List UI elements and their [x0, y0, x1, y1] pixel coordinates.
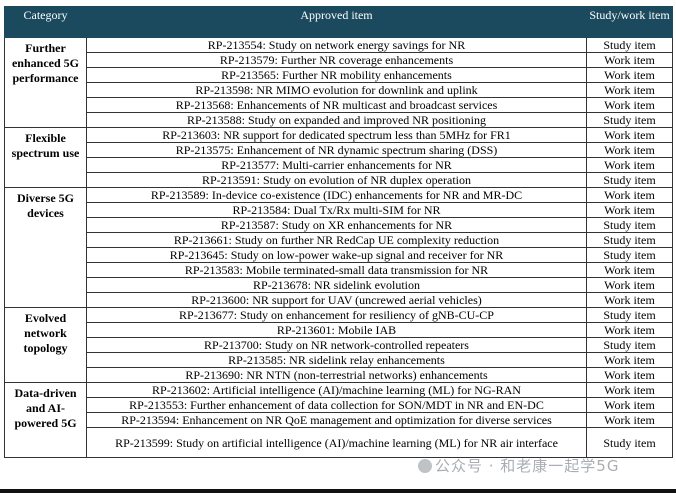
- table-row: RP-213700: Study on NR network-controlle…: [5, 337, 673, 353]
- item-type-cell: Work item: [586, 412, 673, 428]
- table-row: RP-213600: NR support for UAV (uncrewed …: [5, 292, 673, 308]
- table-row: RP-213645: Study on low-power wake-up si…: [5, 247, 673, 263]
- table-row: Data-driven and AI-powered 5G RP-213602: …: [4, 382, 673, 458]
- item-type-cell: Work item: [586, 97, 673, 113]
- category-cell: Flexible spectrum use: [4, 127, 87, 188]
- item-type-cell: Work item: [586, 292, 673, 308]
- approved-item-cell: RP-213579: Further NR coverage enhanceme…: [86, 52, 587, 68]
- item-type-cell: Study item: [586, 232, 673, 248]
- header-category: Category: [4, 6, 87, 38]
- table-row: RP-213599: Study on artificial intellige…: [5, 427, 673, 458]
- item-type-cell: Work item: [586, 52, 673, 68]
- item-type-cell: Study item: [586, 247, 673, 263]
- header-approved-item: Approved item: [86, 6, 587, 38]
- approved-item-cell: RP-213700: Study on NR network-controlle…: [86, 337, 587, 353]
- approved-item-cell: RP-213600: NR support for UAV (uncrewed …: [86, 292, 587, 308]
- table-row: Evolved network topology RP-213677: Study…: [4, 307, 673, 383]
- item-type-cell: Work item: [586, 322, 673, 338]
- item-type-cell: Study item: [586, 307, 673, 323]
- wechat-icon: [418, 459, 432, 473]
- bottom-border: [0, 489, 676, 493]
- approved-item-cell: RP-213553: Further enhancement of data c…: [86, 397, 587, 413]
- item-type-cell: Work item: [586, 397, 673, 413]
- table-row: Flexible spectrum use RP-213603: NR suppo…: [4, 127, 673, 188]
- table-row: RP-213661: Study on further NR RedCap UE…: [5, 232, 673, 248]
- watermark: 公众号 · 和老康一起学5G: [418, 455, 619, 476]
- item-type-cell: Study item: [586, 37, 673, 53]
- table-row: RP-213588: Study on expanded and improve…: [5, 112, 673, 128]
- approved-item-cell: RP-213599: Study on artificial intellige…: [86, 427, 587, 458]
- item-type-cell: Work item: [586, 352, 673, 368]
- table-row: RP-213678: NR sidelink evolution Work ite…: [5, 277, 673, 293]
- table-row: RP-213579: Further NR coverage enhanceme…: [5, 52, 673, 68]
- approved-item-cell: RP-213602: Artificial intelligence (AI)/…: [86, 382, 587, 398]
- approved-item-cell: RP-213585: NR sidelink relay enhancement…: [86, 352, 587, 368]
- approved-item-cell: RP-213568: Enhancements of NR multicast …: [86, 97, 587, 113]
- approved-item-cell: RP-213554: Study on network energy savin…: [86, 37, 587, 53]
- approved-item-cell: RP-213577: Multi-carrier enhancements fo…: [86, 157, 587, 173]
- approved-item-cell: RP-213583: Mobile terminated-small data …: [86, 262, 587, 278]
- approved-item-cell: RP-213589: In-device co-existence (IDC) …: [86, 187, 587, 203]
- item-type-cell: Work item: [586, 82, 673, 98]
- item-type-cell: Work item: [586, 262, 673, 278]
- approved-item-cell: RP-213565: Further NR mobility enhanceme…: [86, 67, 587, 83]
- approved-item-cell: RP-213661: Study on further NR RedCap UE…: [86, 232, 587, 248]
- approved-item-cell: RP-213603: NR support for dedicated spec…: [86, 127, 587, 143]
- category-cell: Further enhanced 5G performance: [4, 37, 87, 128]
- table-row: RP-213575: Enhancement of NR dynamic spe…: [5, 142, 673, 158]
- item-type-cell: Study item: [586, 112, 673, 128]
- table-body: Further enhanced 5G performance RP-213554…: [4, 37, 673, 458]
- approved-item-cell: RP-213584: Dual Tx/Rx multi-SIM for NR: [86, 202, 587, 218]
- item-type-cell: Study item: [586, 337, 673, 353]
- item-type-cell: Work item: [586, 202, 673, 218]
- item-type-cell: Work item: [586, 157, 673, 173]
- table-row: RP-213565: Further NR mobility enhanceme…: [5, 67, 673, 83]
- item-type-cell: Study item: [586, 427, 673, 458]
- approved-item-cell: RP-213591: Study on evolution of NR dupl…: [86, 172, 587, 188]
- item-type-cell: Work item: [586, 142, 673, 158]
- approved-item-cell: RP-213588: Study on expanded and improve…: [86, 112, 587, 128]
- header-study-work-item: Study/work item: [586, 6, 673, 38]
- table-row: RP-213584: Dual Tx/Rx multi-SIM for NR Wo…: [5, 202, 673, 218]
- table-row: RP-213553: Further enhancement of data c…: [5, 397, 673, 413]
- watermark-text: 公众号 · 和老康一起学5G: [435, 457, 620, 475]
- table-row: RP-213601: Mobile IAB Work item: [5, 322, 673, 338]
- table-header-row: Category Approved item Study/work item: [4, 6, 673, 38]
- approved-item-cell: RP-213575: Enhancement of NR dynamic spe…: [86, 142, 587, 158]
- table-row: RP-213585: NR sidelink relay enhancement…: [5, 352, 673, 368]
- category-cell: Evolved network topology: [4, 307, 87, 383]
- table-row: RP-213583: Mobile terminated-small data …: [5, 262, 673, 278]
- item-type-cell: Work item: [586, 67, 673, 83]
- approved-items-table: Category Approved item Study/work item F…: [4, 6, 673, 458]
- release-18-table-container: Category Approved item Study/work item F…: [4, 6, 673, 458]
- table-row: Diverse 5G devices RP-213589: In-device c…: [4, 187, 673, 308]
- table-row: RP-213594: Enhancement on NR QoE managem…: [5, 412, 673, 428]
- approved-item-cell: RP-213598: NR MIMO evolution for downlin…: [86, 82, 587, 98]
- table-row: RP-213598: NR MIMO evolution for downlin…: [5, 82, 673, 98]
- approved-item-cell: RP-213594: Enhancement on NR QoE managem…: [86, 412, 587, 428]
- category-cell: Diverse 5G devices: [4, 187, 87, 308]
- approved-item-cell: RP-213645: Study on low-power wake-up si…: [86, 247, 587, 263]
- table-row: RP-213577: Multi-carrier enhancements fo…: [5, 157, 673, 173]
- table-row: RP-213591: Study on evolution of NR dupl…: [5, 172, 673, 188]
- item-type-cell: Study item: [586, 217, 673, 233]
- approved-item-cell: RP-213601: Mobile IAB: [86, 322, 587, 338]
- approved-item-cell: RP-213587: Study on XR enhancements for …: [86, 217, 587, 233]
- table-row: RP-213690: NR NTN (non-terrestrial netwo…: [5, 367, 673, 383]
- table-row: RP-213587: Study on XR enhancements for …: [5, 217, 673, 233]
- item-type-cell: Study item: [586, 172, 673, 188]
- approved-item-cell: RP-213678: NR sidelink evolution: [86, 277, 587, 293]
- item-type-cell: Work item: [586, 367, 673, 383]
- table-row: RP-213568: Enhancements of NR multicast …: [5, 97, 673, 113]
- item-type-cell: Work item: [586, 127, 673, 143]
- item-type-cell: Work item: [586, 277, 673, 293]
- approved-item-cell: RP-213690: NR NTN (non-terrestrial netwo…: [86, 367, 587, 383]
- approved-item-cell: RP-213677: Study on enhancement for resi…: [86, 307, 587, 323]
- item-type-cell: Work item: [586, 187, 673, 203]
- table-row: Further enhanced 5G performance RP-213554…: [4, 37, 673, 128]
- category-cell: Data-driven and AI-powered 5G: [4, 382, 87, 458]
- item-type-cell: Work item: [586, 382, 673, 398]
